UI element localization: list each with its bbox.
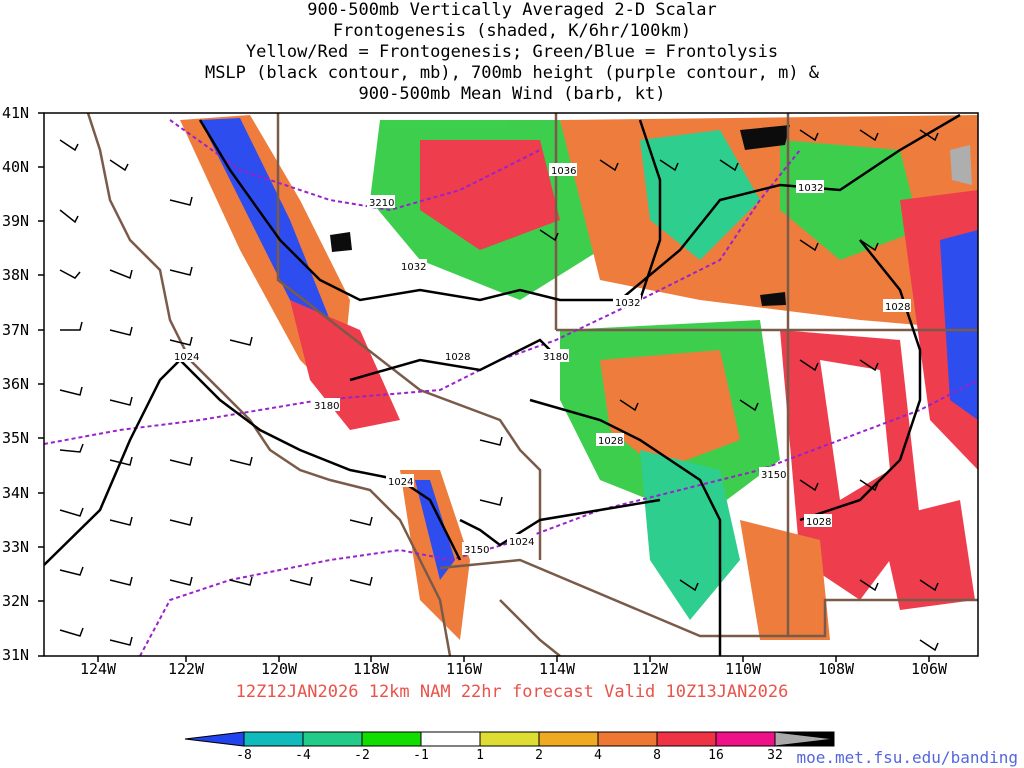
mslp-label: 1028 <box>806 517 831 528</box>
mslp-label: 1032 <box>615 298 640 309</box>
colorbar-label: 16 <box>708 748 724 763</box>
height-label: 3180 <box>314 401 339 412</box>
frontogenesis-shading <box>180 115 978 640</box>
valid-time-text: 12Z12JAN2026 12km NAM 22hr forecast Vali… <box>235 682 789 702</box>
lat-label: 41N <box>2 104 30 122</box>
lat-label: 38N <box>2 266 30 284</box>
lon-label: 108W <box>817 660 855 678</box>
lat-label: 40N <box>2 158 30 176</box>
mslp-label: 1024 <box>509 537 534 548</box>
lon-label: 114W <box>538 660 576 678</box>
mslp-label: 1028 <box>885 302 910 313</box>
mslp-label: 1024 <box>174 352 199 363</box>
colorbar-label: 4 <box>594 748 602 763</box>
mslp-label: 1036 <box>551 166 576 177</box>
lat-label: 34N <box>2 484 30 502</box>
map-title: 900-500mb Vertically Averaged 2-D Scalar… <box>0 0 1024 105</box>
credit-link[interactable]: moe.met.fsu.edu/banding <box>796 748 1018 767</box>
mslp-label: 1032 <box>401 262 426 273</box>
colorbar-label: -2 <box>354 748 370 763</box>
lon-label: 118W <box>352 660 390 678</box>
mslp-label: 1028 <box>598 436 623 447</box>
lon-label: 120W <box>260 660 298 678</box>
mslp-label: 1032 <box>798 183 823 194</box>
geographic-borders <box>86 113 978 656</box>
colorbar-label: -4 <box>295 748 311 763</box>
height-label: 3150 <box>464 545 489 556</box>
lat-label: 31N <box>2 646 30 664</box>
title-line-2: Frontogenesis (shaded, K/6hr/100km) <box>332 21 692 41</box>
colorbar-label: 2 <box>535 748 543 763</box>
mslp-label: 1028 <box>445 352 470 363</box>
lon-label: 112W <box>631 660 669 678</box>
title-line-4: MSLP (black contour, mb), 700mb height (… <box>204 63 820 83</box>
lon-label: 122W <box>167 660 205 678</box>
colorbar-label: -1 <box>413 748 429 763</box>
mslp-label: 1024 <box>388 477 413 488</box>
contour-labels: 1036 1032 1032 1032 1028 1028 1028 1024 … <box>172 163 911 556</box>
wind-barbs <box>59 129 939 652</box>
colorbar <box>184 731 835 747</box>
axis-ticks <box>38 112 930 662</box>
lon-label: 106W <box>910 660 948 678</box>
lat-label: 33N <box>2 538 30 556</box>
lat-label: 37N <box>2 321 30 339</box>
title-line-1: 900-500mb Vertically Averaged 2-D Scalar <box>307 0 717 20</box>
height-label: 3210 <box>369 198 394 209</box>
colorbar-label: 32 <box>767 748 783 763</box>
colorbar-label: 8 <box>653 748 661 763</box>
title-line-5: 900-500mb Mean Wind (barb, kt) <box>358 84 666 104</box>
lon-label: 116W <box>445 660 483 678</box>
lon-label: 110W <box>724 660 762 678</box>
lat-label: 32N <box>2 592 30 610</box>
colorbar-label: -8 <box>236 748 252 763</box>
lon-label: 124W <box>79 660 117 678</box>
height-label: 3180 <box>543 352 568 363</box>
lat-label: 35N <box>2 429 30 447</box>
title-line-3: Yellow/Red = Frontogenesis; Green/Blue =… <box>245 42 779 62</box>
mslp-contours <box>44 113 961 656</box>
lat-label: 36N <box>2 375 30 393</box>
height-label: 3150 <box>761 470 786 481</box>
colorbar-label: 1 <box>476 748 484 763</box>
lat-label: 39N <box>2 212 30 230</box>
